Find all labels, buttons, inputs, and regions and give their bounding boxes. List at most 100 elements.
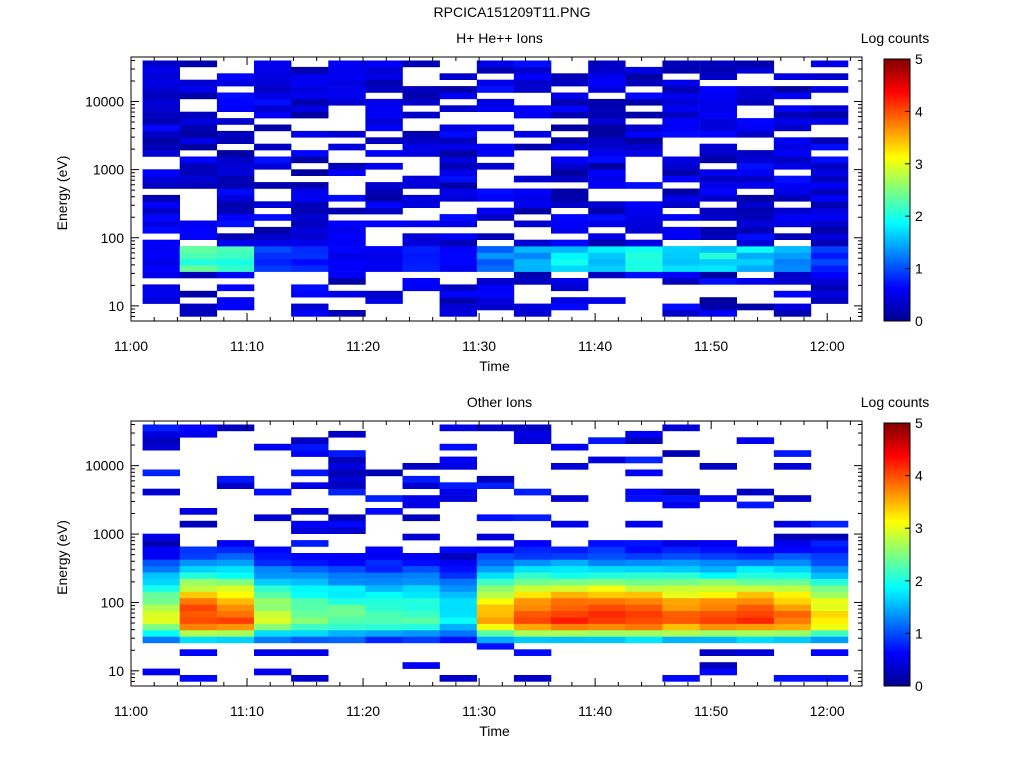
heatmap-cell bbox=[328, 278, 366, 285]
heatmap-cell bbox=[291, 66, 329, 74]
heatmap-cell bbox=[365, 150, 403, 157]
heatmap-cell bbox=[142, 437, 180, 444]
heatmap-cell bbox=[402, 60, 440, 68]
heatmap-cell bbox=[402, 130, 440, 138]
heatmap-cell bbox=[513, 514, 552, 522]
heatmap-cell bbox=[551, 252, 589, 260]
heatmap-cell bbox=[365, 565, 403, 573]
figure-title: RPCICA151209T11.PNG bbox=[433, 4, 591, 20]
heatmap-cell bbox=[810, 675, 849, 682]
heatmap-cell bbox=[291, 265, 329, 272]
heatmap-cell bbox=[142, 578, 180, 586]
heatmap-cell bbox=[551, 617, 589, 624]
heatmap-cell bbox=[254, 565, 292, 573]
heatmap-cell bbox=[142, 175, 180, 183]
heatmap-cell bbox=[773, 194, 812, 202]
heatmap-cell bbox=[588, 105, 626, 112]
heatmap-cell bbox=[476, 79, 515, 87]
heatmap-cell bbox=[810, 111, 849, 119]
heatmap-cell bbox=[365, 220, 403, 228]
heatmap-cell bbox=[513, 540, 552, 547]
heatmap-cell bbox=[662, 501, 700, 509]
colorbar-tick-label: 0 bbox=[915, 678, 923, 694]
heatmap-cell bbox=[439, 130, 477, 138]
heatmap-cell bbox=[291, 630, 329, 637]
heatmap-cell bbox=[365, 290, 403, 298]
heatmap-cell bbox=[625, 630, 663, 637]
heatmap-cell bbox=[736, 169, 775, 176]
heatmap-cell bbox=[439, 92, 477, 100]
heatmap-cell bbox=[402, 475, 440, 483]
heatmap-cell bbox=[142, 585, 180, 592]
heatmap-cell bbox=[551, 175, 589, 183]
heatmap-cell bbox=[625, 111, 663, 119]
heatmap-cell bbox=[625, 495, 663, 502]
heatmap-cell bbox=[216, 73, 255, 80]
heatmap-cell bbox=[216, 258, 255, 266]
heatmap-cell bbox=[142, 553, 180, 560]
heatmap-cell bbox=[513, 220, 552, 228]
heatmap-cell bbox=[699, 73, 737, 80]
heatmap-cell bbox=[142, 98, 180, 106]
heatmap-cell bbox=[513, 79, 552, 87]
heatmap-cell bbox=[179, 636, 218, 644]
heatmap-cell bbox=[402, 246, 440, 253]
heatmap-cell bbox=[328, 430, 366, 438]
heatmap-cell bbox=[476, 233, 515, 240]
heatmap-cell bbox=[588, 73, 626, 80]
heatmap-cell bbox=[476, 290, 515, 298]
heatmap-cell bbox=[513, 675, 552, 682]
heatmap-cell bbox=[773, 156, 812, 164]
heatmap-cell bbox=[625, 469, 663, 477]
x-tick-label: 11:40 bbox=[578, 703, 612, 719]
heatmap-cell bbox=[551, 79, 589, 87]
heatmap-cell bbox=[216, 156, 255, 164]
heatmap-cell bbox=[773, 591, 812, 599]
heatmap-cell bbox=[625, 137, 663, 144]
heatmap-cell bbox=[291, 578, 329, 586]
heatmap-cell bbox=[328, 456, 366, 464]
heatmap-cell bbox=[662, 310, 700, 317]
heatmap-cell bbox=[142, 194, 180, 202]
heatmap-cell bbox=[402, 98, 440, 106]
heatmap-cell bbox=[402, 553, 440, 560]
heatmap-cell bbox=[513, 437, 552, 444]
heatmap-cell bbox=[439, 175, 477, 183]
heatmap-cell bbox=[439, 284, 477, 292]
heatmap-cell bbox=[179, 92, 218, 100]
heatmap-cell bbox=[588, 456, 626, 464]
heatmap-cell bbox=[402, 495, 440, 502]
heatmap-cell bbox=[662, 92, 700, 100]
heatmap-cell bbox=[551, 463, 589, 470]
heatmap-cell bbox=[142, 604, 180, 611]
heatmap-cell bbox=[736, 572, 775, 579]
heatmap-cell bbox=[254, 604, 292, 611]
heatmap-cell bbox=[810, 520, 849, 528]
heatmap-cell bbox=[773, 310, 812, 317]
heatmap-cells bbox=[142, 424, 849, 682]
heatmap-cell bbox=[291, 540, 329, 547]
heatmap-cell bbox=[439, 456, 477, 464]
heatmap-cell bbox=[699, 118, 737, 125]
heatmap-cell bbox=[736, 194, 775, 202]
heatmap-cell bbox=[476, 194, 515, 202]
heatmap-cell bbox=[142, 297, 180, 304]
heatmap-cell bbox=[773, 565, 812, 573]
heatmap-cell bbox=[588, 201, 626, 208]
heatmap-cell bbox=[699, 124, 737, 132]
heatmap-cell bbox=[551, 226, 589, 234]
heatmap-cell bbox=[142, 617, 180, 624]
heatmap-cell bbox=[625, 182, 663, 189]
heatmap-cell bbox=[179, 310, 218, 317]
heatmap-cell bbox=[328, 527, 366, 534]
heatmap-cell bbox=[254, 514, 292, 522]
heatmap-cell bbox=[402, 623, 440, 631]
heatmap-cell bbox=[365, 546, 403, 554]
heatmap-cell bbox=[551, 591, 589, 599]
heatmap-cell bbox=[402, 233, 440, 240]
heatmap-cell bbox=[773, 303, 812, 311]
heatmap-cell bbox=[588, 130, 626, 138]
heatmap-cell bbox=[810, 105, 849, 112]
heatmap-cell bbox=[216, 105, 255, 112]
heatmap-cell bbox=[476, 214, 515, 221]
